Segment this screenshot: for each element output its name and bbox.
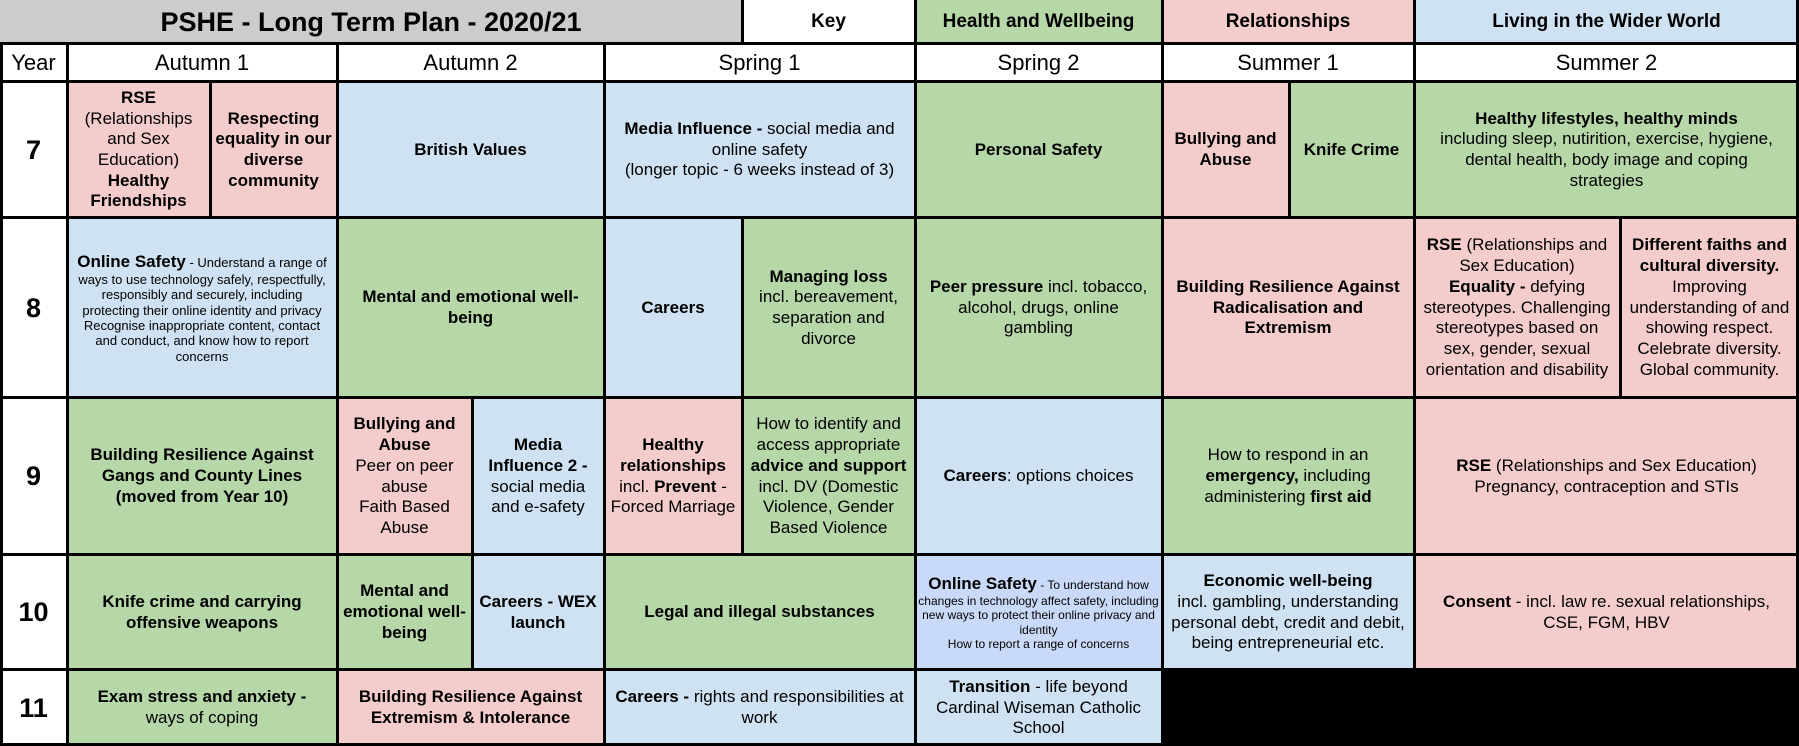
topic-y7-personal-safety: Personal Safety: [915, 82, 1162, 218]
key-health-wellbeing: Health and Wellbeing: [915, 0, 1162, 44]
year-label-11: 11: [0, 670, 67, 746]
year-label-8: 8: [0, 218, 67, 398]
topic-y9-healthy-relationships: Healthy relationships incl. Prevent - Fo…: [604, 398, 742, 555]
term-header-summer-1: Summer 1: [1162, 44, 1414, 82]
term-header-summer-2: Summer 2: [1414, 44, 1799, 82]
grid-line: [0, 216, 1799, 219]
term-header-autumn-2: Autumn 2: [337, 44, 604, 82]
topic-y8-resilience-radicalisation: Building Resilience Against Radicalisati…: [1162, 218, 1414, 398]
year-label-10: 10: [0, 555, 67, 670]
topic-y7-rse-healthy-friendships: RSE (Relationships and Sex Education) He…: [67, 82, 210, 218]
topic-y7-bullying-abuse: Bullying and Abuse: [1162, 82, 1289, 218]
grid-line: [0, 44, 3, 746]
topic-y7-media-influence: Media Influence - social media and onlin…: [604, 82, 915, 218]
grid-line: [1796, 0, 1799, 746]
term-header-spring-2: Spring 2: [915, 44, 1162, 82]
grid-line: [0, 743, 1799, 746]
grid-line: [0, 396, 1799, 399]
topic-y10-online-safety: Online Safety - To understand how change…: [915, 555, 1162, 670]
key-living-wider-world: Living in the Wider World: [1414, 0, 1799, 44]
topic-y10-economic-wellbeing: Economic well-being incl. gambling, unde…: [1162, 555, 1414, 670]
topic-y8-rse-equality: RSE (Relationships and Sex Education) Eq…: [1414, 218, 1620, 398]
topic-y9-media-influence-2: Media Influence 2 - social media and e-s…: [472, 398, 604, 555]
empty-block-y11-summer: [1162, 670, 1799, 746]
grid-line: [603, 44, 606, 746]
topic-y9-careers-options: Careers: options choices: [915, 398, 1162, 555]
topic-y8-careers: Careers: [604, 218, 742, 398]
topic-y8-online-safety: Online Safety - Understand a range of wa…: [67, 218, 337, 398]
topic-y9-emergency-first-aid: How to respond in an emergency, includin…: [1162, 398, 1414, 555]
key-relationships: Relationships: [1162, 0, 1414, 44]
year-header: Year: [0, 44, 67, 82]
grid-line: [336, 44, 339, 746]
term-header-spring-1: Spring 1: [604, 44, 915, 82]
grid-line: [1413, 0, 1416, 746]
grid-line: [66, 44, 69, 746]
term-header-autumn-1: Autumn 1: [67, 44, 337, 82]
year-label-9: 9: [0, 398, 67, 555]
grid-line: [1161, 0, 1164, 746]
topic-y8-mental-emotional-wellbeing: Mental and emotional well-being: [337, 218, 604, 398]
key-label: Key: [742, 0, 915, 44]
grid-line: [1288, 82, 1291, 218]
page-title: PSHE - Long Term Plan - 2020/21: [0, 0, 742, 44]
topic-y11-transition: Transition - life beyond Cardinal Wisema…: [915, 670, 1162, 746]
grid-line: [914, 0, 917, 746]
topic-y7-healthy-lifestyles: Healthy lifestyles, healthy minds includ…: [1414, 82, 1799, 218]
grid-line: [209, 82, 212, 218]
grid-line: [471, 398, 474, 670]
topic-y8-managing-loss: Managing loss incl. bereavement, separat…: [742, 218, 915, 398]
topic-y10-knife-crime-weapons: Knife crime and carrying offensive weapo…: [67, 555, 337, 670]
grid-line: [0, 80, 1799, 83]
year-label-7: 7: [0, 82, 67, 218]
grid-line: [1619, 218, 1622, 398]
grid-line: [0, 668, 1799, 671]
grid-line: [741, 398, 744, 555]
topic-y7-knife-crime: Knife Crime: [1289, 82, 1414, 218]
topic-y9-rse-pregnancy: RSE (Relationships and Sex Education) Pr…: [1414, 398, 1799, 555]
topic-y10-mental-emotional-wellbeing: Mental and emotional well-being: [337, 555, 472, 670]
topic-y10-careers-wex: Careers - WEX launch: [472, 555, 604, 670]
grid-line: [741, 218, 744, 398]
topic-y11-exam-stress: Exam stress and anxiety - ways of coping: [67, 670, 337, 746]
topic-y9-bullying-abuse: Bullying and Abuse Peer on peer abuse Fa…: [337, 398, 472, 555]
topic-y8-peer-pressure: Peer pressure incl. tobacco, alcohol, dr…: [915, 218, 1162, 398]
topic-y9-resilience-gangs: Building Resilience Against Gangs and Co…: [67, 398, 337, 555]
topic-y9-advice-support: How to identify and access appropriate a…: [742, 398, 915, 555]
grid-line: [741, 0, 744, 44]
grid-line: [0, 42, 1799, 45]
topic-y10-consent: Consent - incl. law re. sexual relations…: [1414, 555, 1799, 670]
topic-y7-respecting-equality: Respecting equality in our diverse commu…: [210, 82, 337, 218]
topic-y10-legal-illegal-substances: Legal and illegal substances: [604, 555, 915, 670]
topic-y8-different-faiths: Different faiths and cultural diversity.…: [1620, 218, 1799, 398]
grid-line: [0, 553, 1799, 556]
topic-y11-careers-rights: Careers - rights and responsibilities at…: [604, 670, 915, 746]
topic-y11-resilience-extremism: Building Resilience Against Extremism & …: [337, 670, 604, 746]
topic-y7-british-values: British Values: [337, 82, 604, 218]
